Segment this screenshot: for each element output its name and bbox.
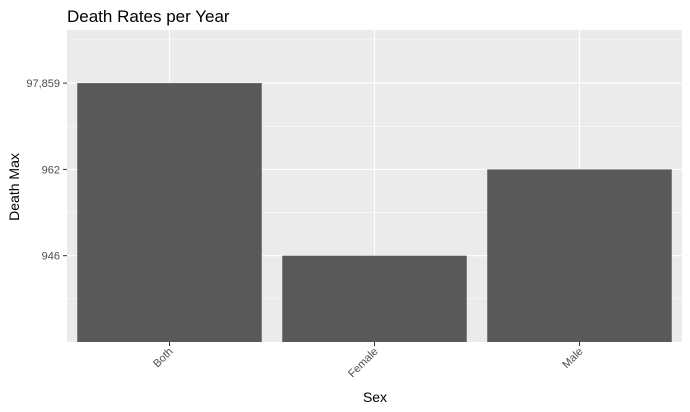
y-tick-label: 97,859: [26, 78, 60, 90]
bars: [77, 83, 672, 342]
x-tick-label: Male: [560, 346, 585, 371]
bar-both: [77, 83, 262, 342]
x-tick-label: Both: [151, 346, 175, 370]
x-axis-ticks: Both Female Male: [151, 342, 586, 380]
x-axis-title: Sex: [363, 389, 387, 405]
chart-title: Death Rates per Year: [67, 7, 230, 26]
y-tick-label: 946: [42, 251, 60, 263]
y-axis-ticks: 946 962 97,859: [26, 78, 67, 263]
bar-male: [487, 169, 672, 342]
y-tick-label: 962: [42, 164, 60, 176]
y-axis-title: Death Max: [6, 153, 22, 221]
x-tick-label: Female: [346, 346, 380, 380]
bar-female: [282, 255, 467, 342]
